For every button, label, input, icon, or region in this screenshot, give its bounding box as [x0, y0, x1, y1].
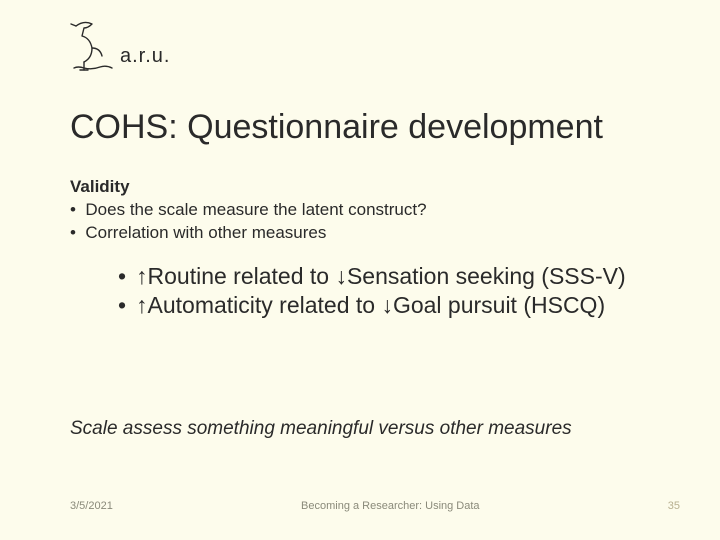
validity-bullet-2: • Correlation with other measures [70, 222, 427, 245]
validity-bullet-2-text: Correlation with other measures [85, 223, 326, 242]
sub-bullet-1: • ↑Routine related to ↓Sensation seeking… [118, 262, 650, 291]
footer-page-number: 35 [668, 500, 680, 512]
conclusion-text: Scale assess something meaningful versus… [70, 418, 650, 440]
sub-bullet-2: • ↑Automaticity related to ↓Goal pursuit… [118, 291, 650, 320]
bullet-icon: • [118, 262, 136, 291]
validity-block: Validity • Does the scale measure the la… [70, 176, 427, 245]
footer-center: Becoming a Researcher: Using Data [113, 500, 668, 512]
sub-bullet-2-text: ↑Automaticity related to ↓Goal pursuit (… [136, 291, 650, 320]
validity-bullet-1: • Does the scale measure the latent cons… [70, 199, 427, 222]
logo-text: a.r.u. [120, 45, 170, 72]
sub-bullet-1-text: ↑Routine related to ↓Sensation seeking (… [136, 262, 650, 291]
bullet-icon: • [118, 291, 136, 320]
footer: 3/5/2021 Becoming a Researcher: Using Da… [70, 500, 680, 512]
validity-heading: Validity [70, 176, 427, 199]
slide-title: COHS: Questionnaire development [70, 108, 603, 147]
heron-icon [70, 18, 114, 72]
validity-bullet-1-text: Does the scale measure the latent constr… [85, 200, 426, 219]
logo: a.r.u. [70, 18, 170, 72]
footer-date: 3/5/2021 [70, 500, 113, 512]
sub-bullets: • ↑Routine related to ↓Sensation seeking… [118, 262, 650, 320]
